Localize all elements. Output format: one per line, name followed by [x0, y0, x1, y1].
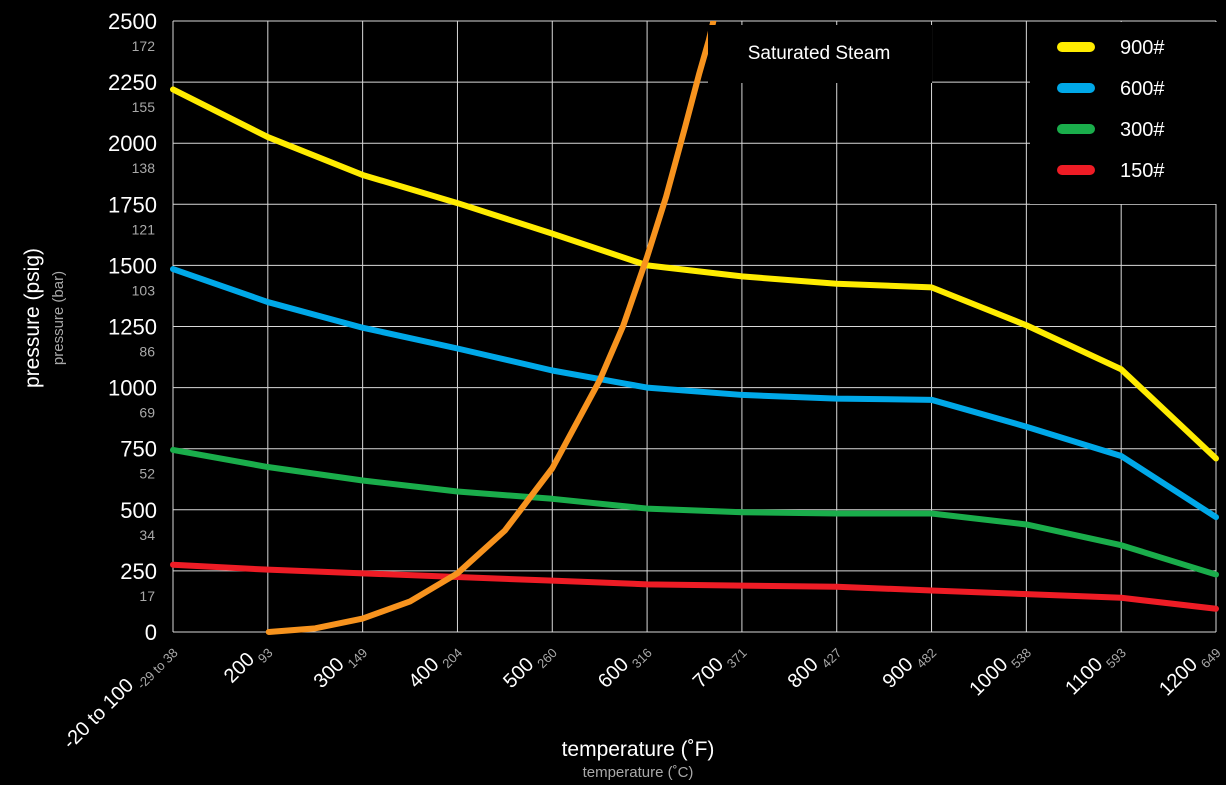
- saturated-steam-curve-group: [265, 21, 717, 635]
- y-tick-label: 1250: [108, 315, 157, 340]
- y-axis-label: pressure (psig): [21, 248, 44, 388]
- y-tick-label-secondary: 17: [139, 588, 155, 604]
- y-tick-label-secondary: 52: [139, 466, 155, 482]
- y-axis-label-secondary: pressure (bar): [50, 271, 67, 365]
- y-tick-label: 2500: [108, 9, 157, 34]
- y-tick-label-secondary: 155: [132, 99, 156, 115]
- y-tick-label: 250: [120, 559, 157, 584]
- series-lines: [170, 86, 1219, 612]
- saturated-steam-label-background: [708, 25, 932, 83]
- y-tick-label-secondary: 138: [132, 160, 156, 176]
- y-tick-label: 1500: [108, 253, 157, 278]
- x-axis-label-secondary: temperature (˚C): [583, 764, 694, 781]
- y-axis-ticks: 0 250 17 500 34 750 52 1000 69 1250 86 1500 103 1750 1…: [108, 9, 157, 645]
- series-line-300: [170, 446, 1219, 578]
- y-tick-label-secondary: 103: [132, 282, 156, 298]
- y-tick-label-secondary: 172: [132, 38, 156, 54]
- y-tick-label-secondary: 34: [139, 527, 155, 543]
- y-tick-label: 500: [120, 498, 157, 523]
- series-line-600: [170, 266, 1219, 521]
- y-tick-label: 1750: [108, 192, 157, 217]
- legend-label-900: 900#: [1120, 37, 1165, 59]
- y-tick-label: 2250: [108, 70, 157, 95]
- y-tick-label-secondary: 86: [139, 344, 155, 360]
- y-tick-label: 2000: [108, 131, 157, 156]
- x-axis-label: temperature (˚F): [562, 738, 715, 761]
- legend: 900# 600# 300# 150#: [1030, 22, 1220, 204]
- series-line-900: [170, 86, 1219, 462]
- legend-label-300: 300#: [1120, 119, 1165, 141]
- series-line-150: [170, 561, 1219, 612]
- y-tick-label-secondary: 121: [132, 221, 156, 237]
- y-tick-label: 750: [120, 437, 157, 462]
- legend-label-600: 600#: [1120, 78, 1165, 100]
- legend-label-150: 150#: [1120, 160, 1165, 182]
- saturated-steam-label: Saturated Steam: [748, 43, 891, 64]
- y-tick-label-secondary: 69: [139, 405, 155, 421]
- y-tick-label: 0: [145, 620, 157, 645]
- y-tick-label: 1000: [108, 376, 157, 401]
- saturated-steam-curve: [265, 21, 717, 635]
